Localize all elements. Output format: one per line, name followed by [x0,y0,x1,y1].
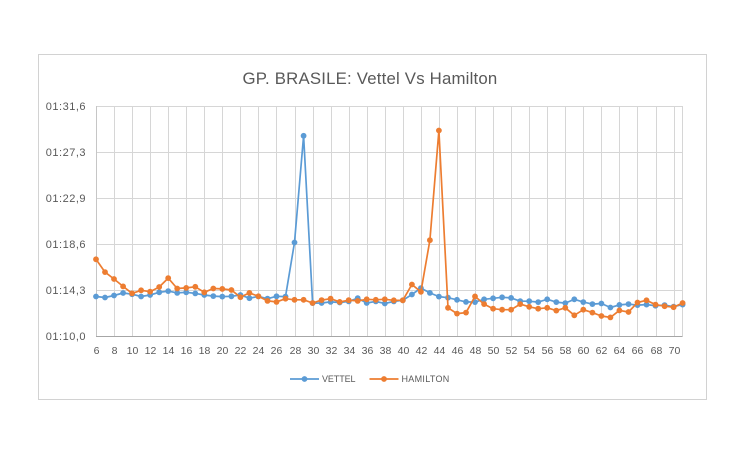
svg-text:70: 70 [669,345,681,357]
svg-text:01:22,9: 01:22,9 [46,193,86,205]
svg-text:58: 58 [560,345,572,357]
svg-text:01:10,0: 01:10,0 [46,331,86,343]
svg-text:42: 42 [416,345,428,357]
svg-text:62: 62 [596,345,608,357]
svg-text:14: 14 [163,345,175,357]
svg-text:54: 54 [524,345,536,357]
svg-text:01:18,6: 01:18,6 [46,239,86,251]
svg-text:56: 56 [542,345,554,357]
svg-text:66: 66 [632,345,644,357]
svg-text:26: 26 [271,345,283,357]
svg-text:01:14,3: 01:14,3 [46,285,86,297]
svg-text:22: 22 [235,345,247,357]
svg-text:GP. BRASILE: Vettel Vs Hamilto: GP. BRASILE: Vettel Vs Hamilton [243,69,498,88]
svg-text:01:31,6: 01:31,6 [46,101,86,113]
svg-text:10: 10 [127,345,139,357]
svg-text:HAMILTON: HAMILTON [402,374,450,384]
svg-text:44: 44 [434,345,446,357]
svg-text:6: 6 [94,345,100,357]
svg-text:36: 36 [362,345,374,357]
svg-text:38: 38 [380,345,392,357]
svg-text:68: 68 [651,345,663,357]
svg-text:12: 12 [145,345,157,357]
svg-text:40: 40 [398,345,410,357]
svg-text:VETTEL: VETTEL [322,374,356,384]
svg-text:30: 30 [308,345,320,357]
svg-text:50: 50 [488,345,500,357]
svg-text:34: 34 [344,345,356,357]
svg-text:32: 32 [326,345,338,357]
svg-text:46: 46 [452,345,464,357]
svg-text:8: 8 [112,345,118,357]
svg-text:01:27,3: 01:27,3 [46,147,86,159]
svg-text:60: 60 [578,345,590,357]
svg-text:24: 24 [253,345,265,357]
svg-text:28: 28 [290,345,302,357]
svg-text:52: 52 [506,345,518,357]
svg-text:20: 20 [217,345,229,357]
svg-text:48: 48 [470,345,482,357]
svg-text:64: 64 [614,345,626,357]
svg-text:16: 16 [181,345,193,357]
svg-text:18: 18 [199,345,211,357]
